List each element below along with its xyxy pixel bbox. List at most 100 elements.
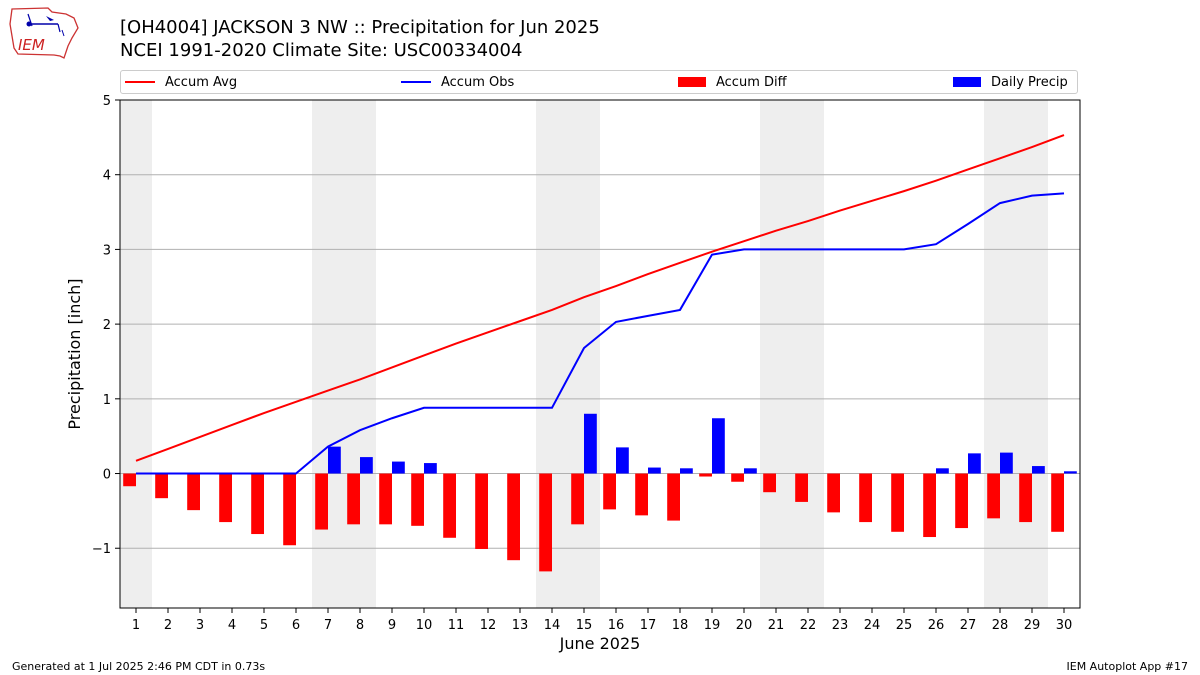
- accum-diff-bar: [1051, 473, 1064, 532]
- accum-diff-bar: [123, 473, 136, 487]
- daily-precip-bar: [424, 463, 437, 474]
- weekend-band: [568, 100, 600, 608]
- daily-precip-bar: [648, 467, 661, 474]
- legend-item-accum-diff: Accum Diff: [678, 71, 787, 93]
- accum-diff-bar: [251, 473, 264, 535]
- accum-diff-bar: [923, 473, 936, 538]
- daily-precip-bar: [936, 468, 949, 474]
- y-tick-label: −1: [92, 542, 111, 557]
- accum-diff-bar: [155, 473, 168, 499]
- accum-diff-bar: [283, 473, 296, 546]
- y-tick-label: 5: [103, 94, 111, 109]
- legend-line-swatch: [125, 81, 155, 83]
- weekend-band: [984, 100, 1016, 608]
- legend-item-accum-avg: Accum Avg: [125, 71, 237, 93]
- weekend-bands: [120, 100, 1048, 608]
- x-tick-label: 29: [1024, 618, 1041, 633]
- accum-diff-bar: [411, 473, 424, 526]
- accum-diff-bar: [571, 473, 584, 525]
- accum-diff-bar: [955, 473, 968, 529]
- accum-diff-bar: [763, 473, 776, 493]
- daily-precip-bar: [1000, 452, 1013, 474]
- generated-timestamp: Generated at 1 Jul 2025 2:46 PM CDT in 0…: [12, 660, 266, 673]
- daily-precip-bar: [1032, 466, 1045, 474]
- daily-precip-bar: [328, 446, 341, 474]
- y-tick-label: 1: [103, 393, 111, 408]
- accum-diff-bar: [475, 473, 488, 549]
- x-tick-label: 11: [448, 618, 465, 633]
- legend-item-accum-obs: Accum Obs: [401, 71, 514, 93]
- x-tick-label: 25: [896, 618, 913, 633]
- weekend-band: [312, 100, 344, 608]
- accum-diff-bar: [667, 473, 680, 521]
- x-tick-label: 26: [928, 618, 945, 633]
- weekend-band: [792, 100, 824, 608]
- daily-precip-bars: [328, 413, 1077, 474]
- daily-precip-bar: [680, 468, 693, 474]
- x-axis-label: June 2025: [559, 634, 641, 653]
- legend-line-swatch: [401, 81, 431, 83]
- plot-frame: [119, 99, 1081, 609]
- accum-diff-bar: [379, 473, 392, 525]
- legend-label: Daily Precip: [991, 74, 1068, 90]
- x-tick-label: 17: [640, 618, 657, 633]
- y-tick-label: 2: [103, 318, 111, 333]
- weekend-band: [344, 100, 376, 608]
- x-tick-label: 23: [832, 618, 849, 633]
- x-tick-label: 6: [292, 618, 300, 633]
- accum-diff-bar: [443, 473, 456, 538]
- daily-precip-bar: [968, 453, 981, 474]
- legend-label: Accum Obs: [441, 74, 515, 90]
- x-tick-label: 14: [544, 618, 561, 633]
- daily-precip-bar: [616, 447, 629, 474]
- daily-precip-bar: [360, 457, 373, 474]
- x-tick-label: 3: [196, 618, 204, 633]
- y-tick-label: 3: [103, 243, 111, 258]
- y-tick-label: 0: [103, 468, 111, 483]
- accum-diff-bars: [123, 473, 1064, 572]
- accum-diff-bar: [539, 473, 552, 572]
- daily-precip-bar: [584, 413, 597, 474]
- accum-diff-bar: [219, 473, 232, 523]
- y-gridlines: [120, 99, 1080, 549]
- accum-avg-line: [135, 134, 1065, 462]
- chart-legend: Accum Avg Accum Obs Accum Diff Daily Pre…: [120, 70, 1078, 94]
- x-tick-label: 28: [992, 618, 1009, 633]
- x-tick-label: 20: [736, 618, 753, 633]
- legend-label: Accum Diff: [716, 74, 787, 90]
- x-tick-label: 22: [800, 618, 817, 633]
- chart-subtitle: NCEI 1991-2020 Climate Site: USC00334004: [120, 40, 523, 61]
- legend-label: Accum Avg: [165, 74, 238, 90]
- x-tick-label: 1: [132, 618, 140, 633]
- weekend-band: [120, 100, 152, 608]
- iem-logo: IEM: [9, 7, 79, 59]
- x-tick-label: 10: [416, 618, 433, 633]
- daily-precip-bar: [712, 418, 725, 474]
- x-tick-label: 24: [864, 618, 881, 633]
- daily-precip-bar: [744, 468, 757, 474]
- legend-bar-swatch: [953, 77, 981, 87]
- daily-precip-bar: [1064, 471, 1077, 474]
- x-tick-label: 18: [672, 618, 689, 633]
- x-tick-label: 30: [1056, 618, 1073, 633]
- accum-diff-bar: [827, 473, 840, 513]
- x-tick-label: 5: [260, 618, 268, 633]
- weekend-band: [1016, 100, 1048, 608]
- y-tick-label: 4: [103, 169, 111, 184]
- x-tick-label: 27: [960, 618, 977, 633]
- y-axis-ticks: −1 0 1 2 3 4 5: [92, 94, 120, 557]
- daily-precip-bar: [392, 461, 405, 474]
- accum-obs-line: [136, 192, 1065, 475]
- x-tick-label: 19: [704, 618, 721, 633]
- accum-diff-bar: [987, 473, 1000, 519]
- accum-diff-bar: [1019, 473, 1032, 523]
- x-tick-label: 13: [512, 618, 529, 633]
- x-tick-label: 15: [576, 618, 593, 633]
- accum-diff-bar: [507, 473, 520, 561]
- accum-diff-bar: [891, 473, 904, 532]
- x-tick-label: 7: [324, 618, 332, 633]
- accum-diff-bar: [731, 473, 744, 482]
- x-tick-label: 16: [608, 618, 625, 633]
- app-credit: IEM Autoplot App #17: [1066, 660, 1189, 673]
- accum-lines: [135, 134, 1065, 475]
